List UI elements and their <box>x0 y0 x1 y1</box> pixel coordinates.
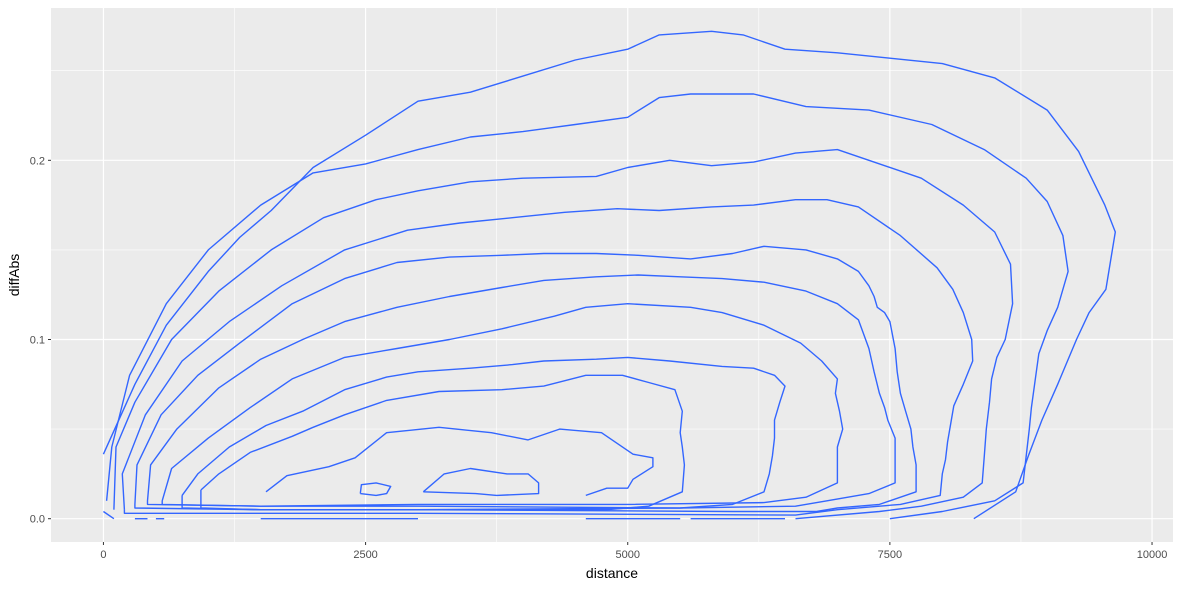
contour-line <box>146 274 896 509</box>
contour-line <box>200 374 686 511</box>
contour-line <box>105 93 1069 520</box>
contour-line <box>181 356 786 511</box>
y-tick-label: 0.1 <box>30 335 45 347</box>
x-axis-title: distance <box>586 565 638 581</box>
contour-line <box>359 482 392 497</box>
contour-line <box>113 148 1014 520</box>
contour-line <box>121 198 974 516</box>
x-tick-label: 7500 <box>878 549 902 561</box>
minor-gridlines <box>51 8 1173 542</box>
y-tick-label: 0.0 <box>30 514 45 526</box>
contour-line <box>161 303 844 507</box>
y-axis-title: diffAbs <box>6 254 22 297</box>
density-contours <box>102 30 1117 520</box>
contour-line <box>422 467 540 497</box>
x-tick-label: 2500 <box>353 549 377 561</box>
contour-line <box>102 30 1117 520</box>
x-tick-label: 0 <box>100 549 106 561</box>
contour-line <box>265 426 654 497</box>
x-axis: 0 2500 5000 7500 10000 <box>100 542 1167 561</box>
y-axis: 0.0 0.1 0.2 <box>30 155 51 526</box>
contour-line <box>134 245 917 513</box>
x-tick-label: 10000 <box>1137 549 1168 561</box>
panel-background <box>51 8 1173 542</box>
x-tick-label: 5000 <box>615 549 639 561</box>
y-tick-label: 0.2 <box>30 155 45 167</box>
contour-line <box>103 510 115 520</box>
